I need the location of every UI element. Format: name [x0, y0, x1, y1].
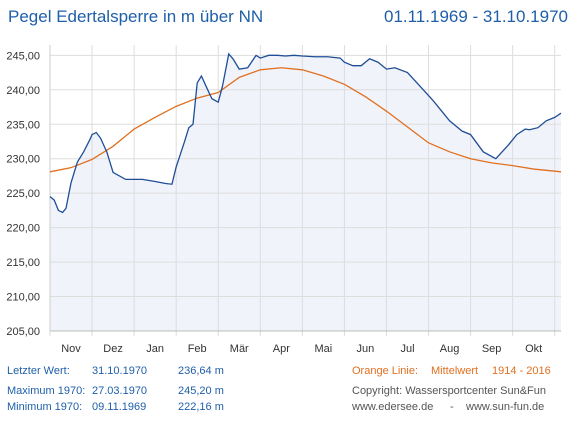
max-value: 245,20 m	[178, 385, 224, 397]
x-tick-label: Aug	[440, 343, 460, 355]
min-value: 222,16 m	[178, 401, 224, 413]
y-tick-label: 225,00	[6, 188, 40, 200]
website-separator: -	[450, 401, 454, 413]
last-value-date: 31.10.1970	[92, 365, 148, 377]
x-tick-label: Nov	[61, 343, 81, 355]
chart-title: Pegel Edertalsperre in m über NN	[8, 7, 264, 26]
y-tick-label: 210,00	[6, 292, 40, 304]
level-series-line	[49, 52, 562, 214]
x-tick-label: Feb	[188, 343, 207, 355]
max-date: 27.03.1970	[92, 385, 148, 397]
min-label: Minimum 1970:	[7, 401, 83, 413]
min-date: 09.11.1969	[92, 401, 147, 413]
average-series-line	[49, 67, 562, 173]
y-tick-label: 245,00	[6, 50, 40, 62]
y-tick-label: 220,00	[6, 223, 40, 235]
y-tick-label: 240,00	[6, 85, 40, 97]
x-tick-label: Jan	[146, 343, 164, 355]
copyright-text: Copyright: Wassersportcenter Sun&Fun	[352, 385, 547, 397]
last-value-amount: 236,64 m	[178, 365, 224, 377]
chart-period: 01.11.1969 - 31.10.1970	[383, 7, 568, 26]
y-tick-label: 215,00	[6, 257, 40, 269]
max-label: Maximum 1970:	[7, 385, 86, 397]
average-legend-years: 1914 - 2016	[492, 365, 551, 377]
y-tick-label: 230,00	[6, 154, 40, 166]
y-tick-label: 205,00	[6, 326, 40, 338]
x-tick-label: Apr	[273, 343, 290, 355]
last-value-label: Letzter Wert:	[7, 365, 70, 377]
y-tick-label: 235,00	[6, 119, 40, 131]
x-tick-label: Mai	[315, 343, 333, 355]
average-legend-label: Orange Linie:	[352, 365, 419, 377]
x-tick-label: Jul	[400, 343, 414, 355]
x-tick-label: Jun	[357, 343, 375, 355]
website-edersee-link[interactable]: www.edersee.de	[352, 401, 434, 413]
average-legend-text: Mittelwert	[431, 365, 479, 377]
website-sunfun-link[interactable]: www.sun-fun.de	[466, 401, 545, 413]
x-tick-label: Mär	[230, 343, 249, 355]
x-tick-label: Sep	[482, 343, 502, 355]
x-tick-label: Dez	[103, 343, 123, 355]
level-area-fill	[50, 53, 561, 331]
x-tick-label: Okt	[525, 343, 542, 355]
